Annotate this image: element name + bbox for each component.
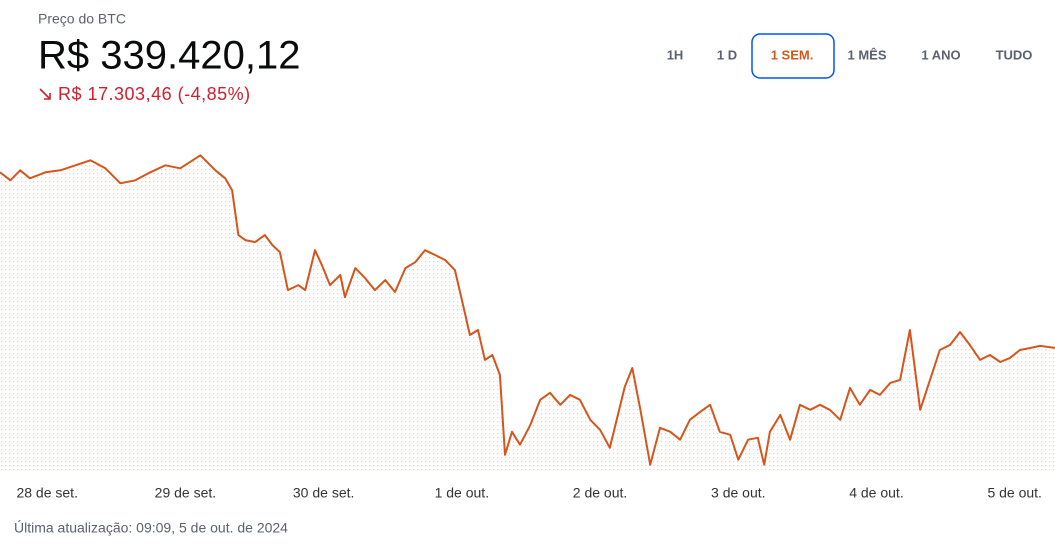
range-button[interactable]: 1H [667, 47, 684, 62]
range-button[interactable]: 1 ANO [921, 47, 960, 62]
title: Preço do BTC [38, 11, 126, 27]
selected-button-frame [751, 33, 835, 79]
x-tick-label: 4 de out. [849, 485, 904, 501]
range-button[interactable]: 1 SEM. [771, 47, 814, 62]
range-button[interactable]: TUDO [996, 47, 1033, 62]
x-tick-label: 30 de set. [293, 485, 355, 501]
x-tick-label: 5 de out. [987, 485, 1042, 501]
x-tick-label: 2 de out. [573, 485, 628, 501]
range-button[interactable]: 1 D [717, 47, 737, 62]
price-line [0, 154, 1055, 466]
range-button[interactable]: 1 MÊS [847, 47, 886, 62]
down-arrow [39, 88, 51, 100]
price: R$ 339.420,12 [38, 34, 300, 78]
plot: 28 de set. 29 de set. 30 de set. 1 de out. 2… [0, 154, 1055, 501]
range-buttons: 1H 1 D 1 SEM. 1 MÊS 1 ANO TUDO [667, 33, 1033, 79]
x-tick-label: 28 de set. [16, 485, 78, 501]
footer: Última atualização: 09:09, 5 de out. de … [14, 520, 288, 536]
x-tick-label: 29 de set. [155, 485, 217, 501]
area [0, 155, 1055, 471]
x-tick-label: 3 de out. [711, 485, 766, 501]
x-tick-label: 1 de out. [435, 485, 490, 501]
price-change: R$ 17.303,46 (-4,85%) [58, 84, 251, 104]
